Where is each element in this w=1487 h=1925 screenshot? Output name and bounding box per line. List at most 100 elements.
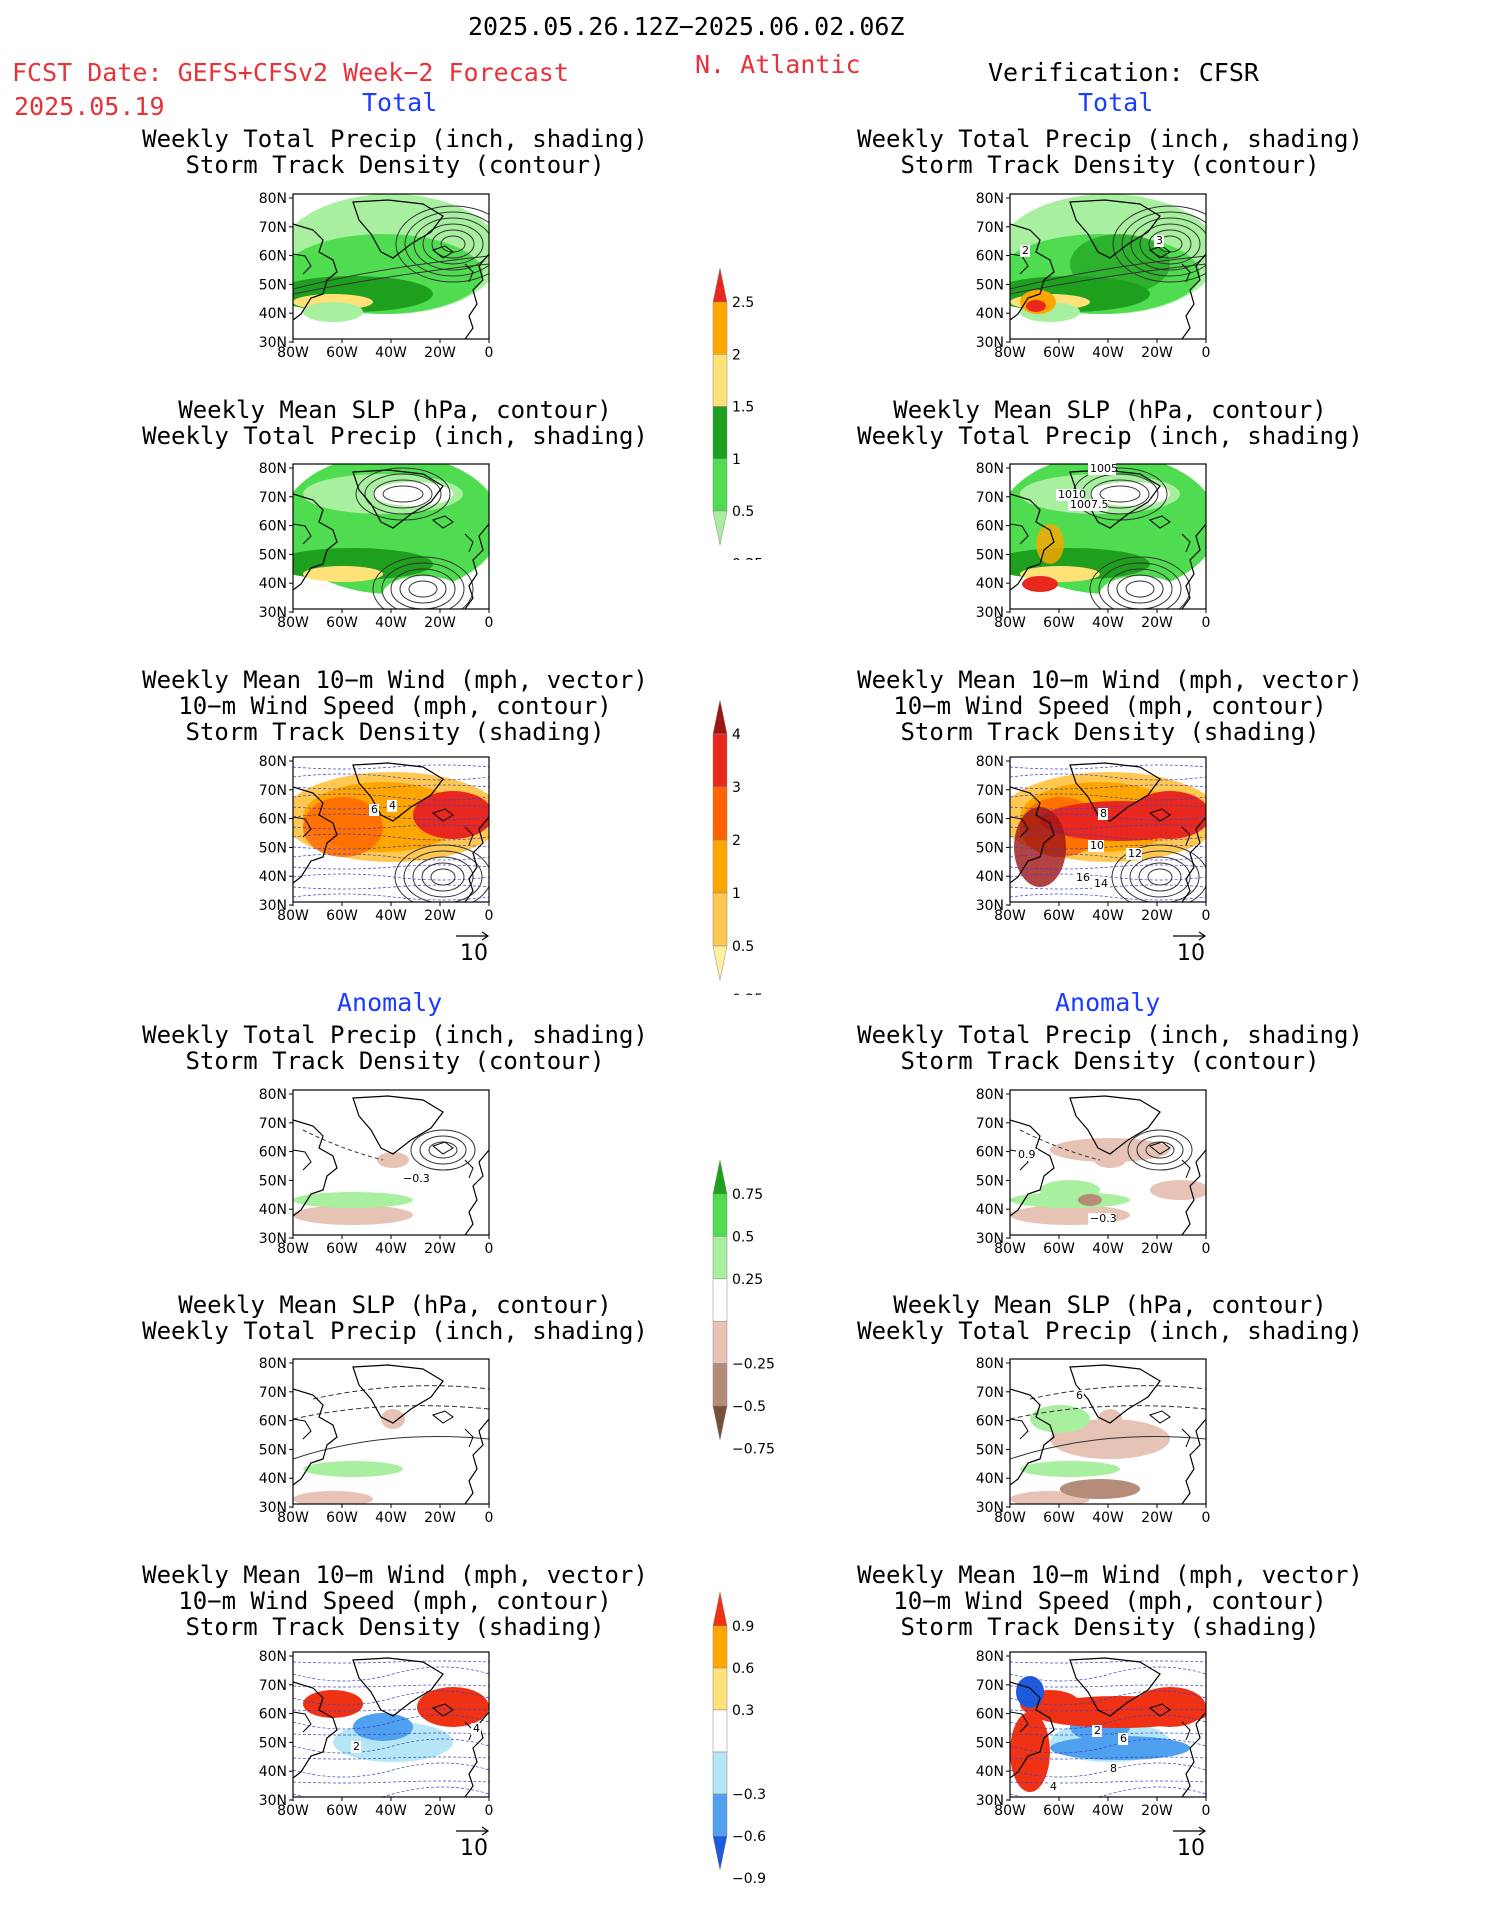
lon-label: 20W — [424, 908, 456, 924]
colorbar-label: 0.5 — [732, 939, 754, 955]
lon-label: 60W — [326, 908, 358, 924]
lat-label: 30N — [259, 1231, 287, 1247]
panel-title-line: Weekly Mean SLP (hPa, contour) — [893, 1291, 1327, 1319]
lat-label: 30N — [976, 1500, 1004, 1516]
colorbar-segment — [712, 1236, 728, 1280]
contour-label: 16 — [1076, 871, 1090, 884]
map-panel-l-wind-anom: 80N 70N 60N 50N 40N 30N 80W 60W 40W 20W 0 2 4 — [248, 1642, 504, 1821]
lon-label: 60W — [1043, 615, 1075, 631]
lat-label: 40N — [976, 306, 1004, 322]
lon-label: 0 — [1202, 1510, 1211, 1526]
lon-label: 80W — [277, 1241, 309, 1257]
colorbar-label: 4 — [732, 727, 741, 743]
lon-label: 0 — [1202, 1803, 1211, 1819]
section-total-right: Total — [1078, 88, 1154, 117]
contour-label: 1005 — [1090, 462, 1118, 475]
lon-label: 20W — [1141, 908, 1173, 924]
lon-label: 20W — [424, 1510, 456, 1526]
map-panel-r-precip-track-anom: 80N 70N 60N 50N 40N 30N 80W 60W 40W 20W 0 0.9 −0.3 — [965, 1080, 1221, 1259]
lon-label: 20W — [424, 1241, 456, 1257]
lat-label: 40N — [259, 306, 287, 322]
map-panel-r-wind-total: 80N 70N 60N 50N 40N 30N 80W 60W 40W 20W 0 8 10 12 16 14 — [965, 747, 1221, 926]
lat-label: 50N — [259, 547, 287, 563]
lat-label: 80N — [976, 191, 1004, 207]
colorbar-segment — [712, 354, 728, 407]
forecast-date: 2025.05.19 — [14, 92, 165, 121]
colorbar-label: 0.5 — [732, 1229, 754, 1245]
lat-label: 40N — [259, 1202, 287, 1218]
lat-label: 60N — [976, 1707, 1004, 1723]
lat-label: 50N — [259, 1442, 287, 1458]
lat-label: 30N — [259, 1500, 287, 1516]
colorbar-track_anom: 0.9 0.6 0.3 −0.3 −0.6 −0.9 — [712, 1591, 766, 1885]
lat-label: 30N — [976, 898, 1004, 914]
lon-label: 80W — [277, 1510, 309, 1526]
lat-label: 30N — [259, 1793, 287, 1809]
lat-label: 30N — [976, 335, 1004, 351]
vector-reference-label: 10 — [460, 941, 488, 966]
lon-label: 80W — [277, 1803, 309, 1819]
map-panel-l-precip-track-anom: 80N 70N 60N 50N 40N 30N 80W 60W 40W 20W 0 −0.3 — [248, 1080, 504, 1259]
panel-title-line: Weekly Total Precip (inch, shading) — [857, 422, 1363, 450]
panel-title-line: Storm Track Density (contour) — [900, 151, 1320, 179]
colorbar-label: 0.25 — [732, 556, 763, 560]
section-anomaly-left: Anomaly — [337, 988, 443, 1017]
lon-label: 40W — [1092, 1803, 1124, 1819]
vector-reference: 10 — [456, 1826, 490, 1861]
colorbar-segment — [712, 1320, 728, 1364]
colorbar-segment — [712, 786, 728, 841]
colorbar-label: 0.25 — [732, 1272, 763, 1288]
contour-label: 6 — [1120, 1732, 1127, 1745]
lon-label: 20W — [1141, 1510, 1173, 1526]
colorbar-segment — [712, 1278, 728, 1322]
colorbar-segment — [712, 1793, 728, 1837]
contour-label: 3 — [1156, 234, 1163, 247]
lon-label: 20W — [424, 1803, 456, 1819]
colorbar-segment — [712, 267, 728, 303]
colorbar-label: 1 — [732, 886, 741, 902]
lat-label: 60N — [976, 812, 1004, 828]
lat-label: 60N — [259, 1145, 287, 1161]
lon-label: 80W — [994, 345, 1026, 361]
colorbar-label: 1 — [732, 452, 741, 468]
colorbar-segment — [712, 1751, 728, 1795]
panel-title-line: Storm Track Density (contour) — [185, 151, 605, 179]
lon-label: 40W — [1092, 615, 1124, 631]
lon-label: 60W — [1043, 908, 1075, 924]
panel-title-line: Storm Track Density (contour) — [900, 1047, 1320, 1075]
map-panel-r-slp-total: 80N 70N 60N 50N 40N 30N 80W 60W 40W 20W 0 1005 1010 1… — [965, 454, 1221, 633]
lon-label: 0 — [1202, 1241, 1211, 1257]
lat-label: 60N — [259, 519, 287, 535]
lat-label: 60N — [259, 249, 287, 265]
map-panel-l-slp-total: 80N 70N 60N 50N 40N 30N 80W 60W 40W 20W 0 — [248, 454, 504, 633]
colorbar-label: 0.9 — [732, 1619, 754, 1635]
verification-label: Verification: CFSR — [988, 58, 1259, 87]
colorbar-segment — [712, 1667, 728, 1711]
panel-title-line: Weekly Mean 10−m Wind (mph, vector) — [142, 1561, 648, 1589]
lat-label: 40N — [259, 576, 287, 592]
lon-label: 60W — [326, 1510, 358, 1526]
colorbar-label: 0.25 — [732, 992, 763, 995]
lon-label: 0 — [485, 908, 494, 924]
colorbar-label: −0.5 — [732, 1399, 766, 1415]
lon-label: 60W — [1043, 1241, 1075, 1257]
lon-label: 60W — [1043, 1803, 1075, 1819]
lat-label: 80N — [259, 1087, 287, 1103]
contour-label: 6 — [1076, 1389, 1083, 1402]
lat-label: 70N — [259, 490, 287, 506]
lon-label: 80W — [994, 1803, 1026, 1819]
colorbar-segment — [712, 1193, 728, 1237]
vector-reference: 10 — [456, 931, 490, 966]
lat-label: 60N — [976, 249, 1004, 265]
lon-label: 20W — [1141, 615, 1173, 631]
lon-label: 60W — [1043, 345, 1075, 361]
lat-label: 70N — [976, 1385, 1004, 1401]
colorbar-segment — [712, 1625, 728, 1669]
map-panel-r-slp-anom: 80N 70N 60N 50N 40N 30N 80W 60W 40W 20W 0 6 — [965, 1349, 1221, 1528]
